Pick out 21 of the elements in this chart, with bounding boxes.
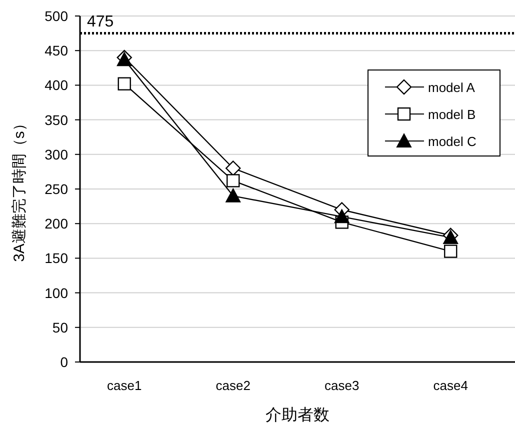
y-axis-title: 3A避難完了時間（s）	[11, 116, 28, 262]
x-tick-label: case4	[433, 378, 468, 393]
legend-label: model A	[428, 80, 476, 95]
y-tick-label: 100	[44, 284, 68, 301]
y-tick-label: 150	[44, 250, 68, 266]
x-tick-label: case1	[107, 378, 142, 393]
y-tick-label: 250	[44, 181, 68, 197]
y-tick-label: 450	[44, 42, 68, 59]
legend-label: model C	[428, 134, 476, 149]
y-tick-label: 500	[44, 8, 68, 24]
y-tick-label: 0	[60, 354, 68, 370]
y-tick-label: 300	[44, 146, 68, 162]
legend-label: model B	[428, 107, 476, 122]
x-tick-label: case3	[324, 378, 360, 393]
y-tick-label: 50	[52, 319, 68, 336]
y-tick-label: 200	[44, 216, 68, 232]
x-axis-title: 介助者数	[266, 406, 330, 424]
y-tick-label: 350	[44, 112, 68, 128]
y-tick-label: 400	[44, 77, 68, 94]
x-tick-label: case2	[216, 378, 250, 393]
ref-line-label: 475	[87, 13, 114, 30]
